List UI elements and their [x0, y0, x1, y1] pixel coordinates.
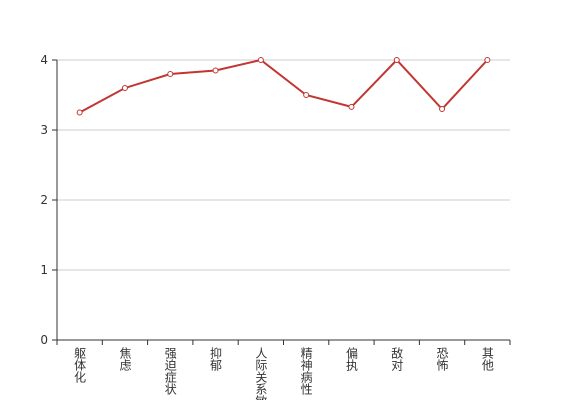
x-tick-label: 偏执	[344, 346, 358, 372]
point	[303, 92, 310, 98]
point	[393, 57, 400, 63]
point	[76, 109, 83, 116]
x-tick-label: 强迫症状	[163, 347, 177, 395]
point	[121, 85, 128, 91]
x-tick-label: 焦虑	[118, 347, 132, 371]
point	[257, 57, 264, 63]
point	[484, 57, 491, 63]
point	[212, 67, 219, 74]
y-tick-label: 1	[40, 263, 48, 277]
x-tick-label: 其他	[480, 347, 494, 371]
point	[167, 71, 174, 77]
x-tick-label: 敌对	[390, 346, 404, 371]
x-tick-label: 人际关系敏感	[254, 347, 268, 400]
line	[79, 58, 489, 114]
x-tick-label: 恐怖	[435, 347, 449, 371]
y-tick-label: 0	[40, 333, 48, 347]
x-tick-label: 抑郁	[209, 346, 223, 372]
y-tick-label: 4	[40, 53, 48, 67]
y-tick-label: 2	[40, 193, 48, 207]
x-tick-label: 躯体化	[73, 346, 87, 384]
x-tick-label: 精神病性	[299, 347, 313, 396]
y-tick-label: 3	[40, 123, 48, 137]
point	[439, 106, 446, 112]
point	[348, 103, 355, 110]
